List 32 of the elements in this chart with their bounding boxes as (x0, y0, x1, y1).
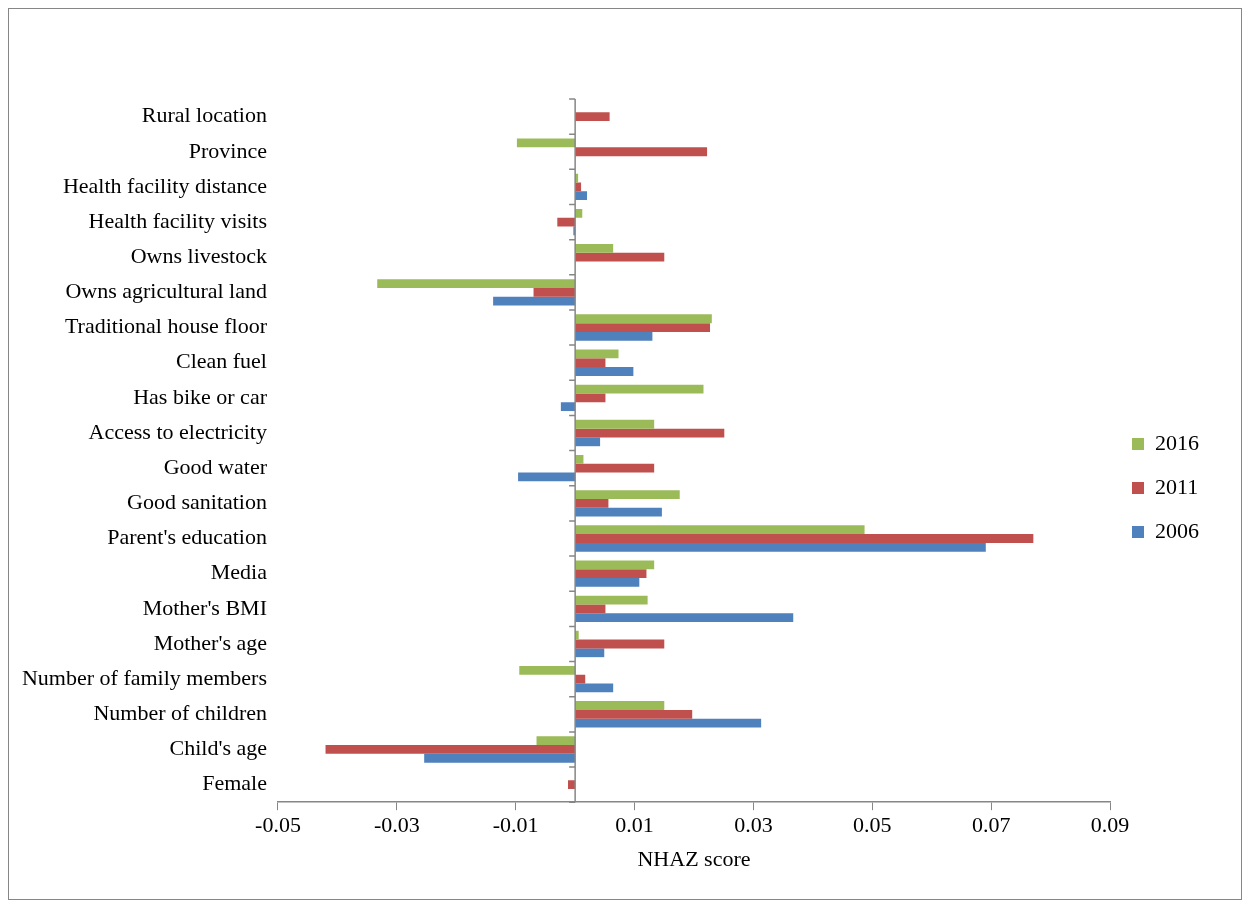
y-tick-label: Media (210, 559, 268, 585)
y-tick-label: Number of family members (21, 664, 267, 690)
x-tick-label: -0.01 (492, 812, 539, 838)
y-tick-label: Female (202, 770, 267, 796)
legend-label: 2016 (1155, 429, 1199, 455)
y-tick-label: Owns livestock (130, 243, 267, 268)
x-tick-label: 0.03 (734, 812, 773, 838)
y-tick-label: Province (188, 137, 267, 163)
y-tick-label: Parent's education (107, 524, 267, 550)
y-tick-label: Traditional house floor (64, 313, 268, 339)
y-tick-label: Health facility visits (88, 207, 267, 233)
y-tick-label: Has bike or car (133, 383, 268, 409)
y-tick-label: Clean fuel (175, 348, 267, 374)
y-tick-label: Good sanitation (127, 489, 267, 515)
y-tick-label: Health facility distance (62, 172, 267, 198)
legend-label: 2006 (1155, 517, 1199, 543)
y-tick-label: Mother's BMI (142, 594, 267, 620)
y-tick-label: Mother's age (153, 629, 267, 655)
x-tick-label: -0.05 (255, 812, 301, 838)
x-tick-label: 0.01 (615, 812, 654, 838)
y-tick-label: Owns agricultural land (65, 278, 267, 304)
y-tick-label: Access to electricity (88, 418, 267, 444)
x-axis-title: NHAZ score (637, 845, 751, 871)
y-tick-label: Number of children (93, 700, 267, 726)
y-tick-label: Child's age (169, 735, 267, 761)
legend-label: 2011 (1155, 473, 1199, 499)
y-tick-label: Good water (163, 453, 268, 479)
x-tick-label: 0.05 (853, 812, 892, 838)
x-tick-label: 0.09 (1090, 812, 1130, 838)
x-tick-label: -0.03 (373, 812, 420, 838)
x-tick-label: 0.07 (971, 812, 1011, 838)
y-tick-label: Rural location (141, 102, 267, 128)
